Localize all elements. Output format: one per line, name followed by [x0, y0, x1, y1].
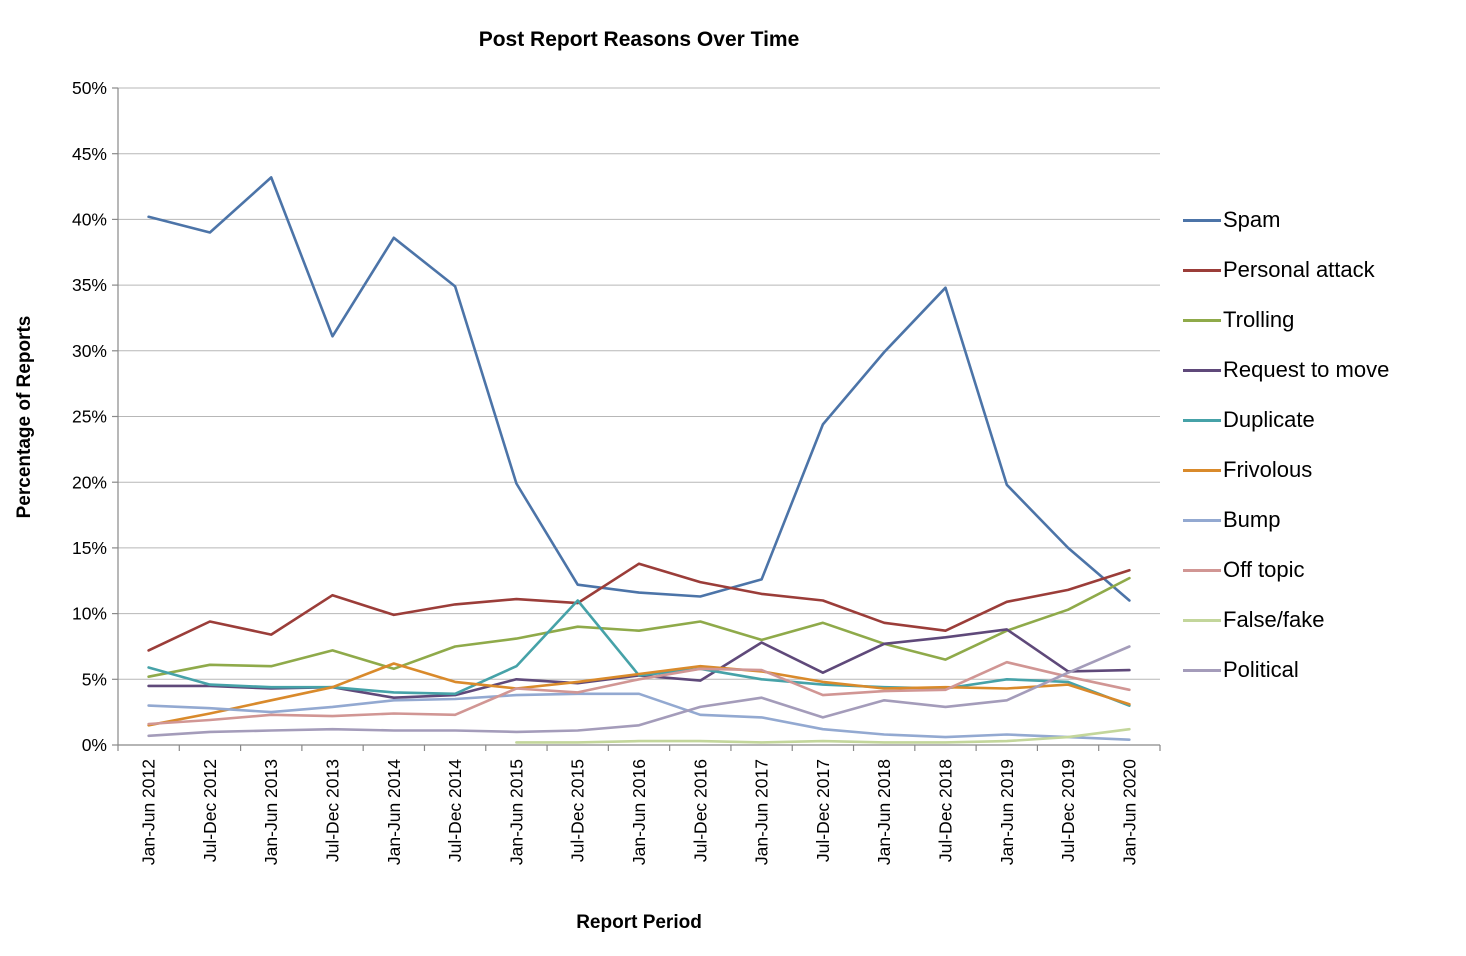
x-tick-label: Jul-Dec 2019	[1058, 759, 1078, 862]
x-tick-label: Jul-Dec 2017	[813, 759, 833, 862]
x-tick-label: Jul-Dec 2012	[200, 759, 220, 862]
x-tick-marks	[117, 745, 1161, 751]
legend-swatch-spam	[1183, 218, 1221, 222]
series-line-false-fake	[515, 727, 1131, 744]
legend-item-trolling: Trolling	[1183, 295, 1389, 345]
y-tick-label: 30%	[72, 341, 107, 361]
x-tick-label: Jan-Jun 2014	[384, 759, 404, 865]
legend-label-false-fake: False/fake	[1223, 607, 1325, 632]
x-tick-labels: Jan-Jun 2012 Jul-Dec 2012 Jan-Jun 2013 Jul-…	[139, 759, 1140, 865]
legend-label-spam: Spam	[1223, 207, 1281, 232]
y-tick-label: 35%	[72, 275, 107, 295]
legend-swatch-duplicate	[1183, 418, 1221, 422]
legend-item-false-fake: False/fake	[1183, 595, 1389, 645]
legend-item-duplicate: Duplicate	[1183, 395, 1389, 445]
x-tick-label: Jul-Dec 2016	[690, 759, 710, 862]
legend-item-bump: Bump	[1183, 495, 1389, 545]
y-tick-label: 25%	[72, 407, 107, 427]
y-tick-labels: 0% 5% 10% 15% 20% 25% 30% 35% 40% 45% 50%	[72, 78, 118, 755]
legend-item-request-to-move: Request to move	[1183, 345, 1389, 395]
gridlines	[118, 87, 1160, 680]
legend: Spam Personal attack Trolling Request to mo…	[1183, 195, 1389, 695]
y-tick-label: 45%	[72, 144, 107, 164]
legend-label-bump: Bump	[1223, 507, 1281, 532]
x-tick-label: Jul-Dec 2018	[935, 759, 955, 862]
x-tick-label: Jan-Jun 2019	[997, 759, 1017, 865]
legend-swatch-political	[1183, 668, 1221, 672]
series-line-duplicate	[147, 599, 1131, 707]
x-tick-label: Jul-Dec 2015	[568, 759, 588, 862]
x-tick-label: Jan-Jun 2016	[629, 759, 649, 865]
legend-item-spam: Spam	[1183, 195, 1389, 245]
legend-label-trolling: Trolling	[1223, 307, 1295, 332]
legend-label-request-to-move: Request to move	[1223, 357, 1390, 382]
legend-label-duplicate: Duplicate	[1223, 407, 1315, 432]
legend-label-off-topic: Off topic	[1223, 557, 1305, 582]
y-tick-label: 0%	[82, 735, 107, 755]
x-tick-label: Jul-Dec 2013	[323, 759, 343, 862]
y-axis-title: Percentage of Reports	[14, 315, 35, 519]
y-tick-label: 10%	[72, 604, 107, 624]
chart-title: Post Report Reasons Over Time	[478, 28, 800, 51]
legend-swatch-frivolous	[1183, 468, 1221, 472]
y-tick-label: 40%	[72, 210, 107, 230]
x-tick-label: Jul-Dec 2014	[445, 759, 465, 862]
x-axis-title: Report Period	[576, 912, 702, 933]
legend-item-personal-attack: Personal attack	[1183, 245, 1389, 295]
legend-swatch-request-to-move	[1183, 368, 1221, 372]
legend-swatch-personal-attack	[1183, 268, 1221, 272]
series-lines	[147, 176, 1131, 744]
series-line-off-topic	[147, 660, 1131, 726]
y-tick-label: 5%	[82, 669, 107, 689]
series-line-spam	[147, 176, 1131, 602]
legend-label-political: Political	[1223, 657, 1299, 682]
x-tick-label: Jan-Jun 2018	[874, 759, 894, 865]
series-line-personal-attack	[147, 562, 1131, 652]
y-tick-label: 15%	[72, 538, 107, 558]
y-tick-label: 20%	[72, 472, 107, 492]
legend-item-frivolous: Frivolous	[1183, 445, 1389, 495]
x-tick-label: Jan-Jun 2012	[139, 759, 159, 865]
legend-label-frivolous: Frivolous	[1223, 457, 1313, 482]
x-tick-label: Jan-Jun 2020	[1119, 759, 1139, 865]
legend-swatch-bump	[1183, 518, 1221, 522]
legend-item-off-topic: Off topic	[1183, 545, 1389, 595]
legend-item-political: Political	[1183, 645, 1389, 695]
legend-label-personal-attack: Personal attack	[1223, 257, 1375, 282]
legend-swatch-false-fake	[1183, 618, 1221, 622]
series-line-frivolous	[147, 662, 1131, 727]
legend-swatch-off-topic	[1183, 568, 1221, 572]
series-line-political	[147, 645, 1131, 738]
legend-swatch-trolling	[1183, 318, 1221, 322]
x-tick-label: Jan-Jun 2013	[261, 759, 281, 865]
series-line-bump	[147, 692, 1131, 741]
x-tick-label: Jan-Jun 2015	[506, 759, 526, 865]
x-tick-label: Jan-Jun 2017	[752, 759, 772, 865]
y-tick-label: 50%	[72, 78, 107, 98]
series-line-trolling	[147, 576, 1131, 678]
